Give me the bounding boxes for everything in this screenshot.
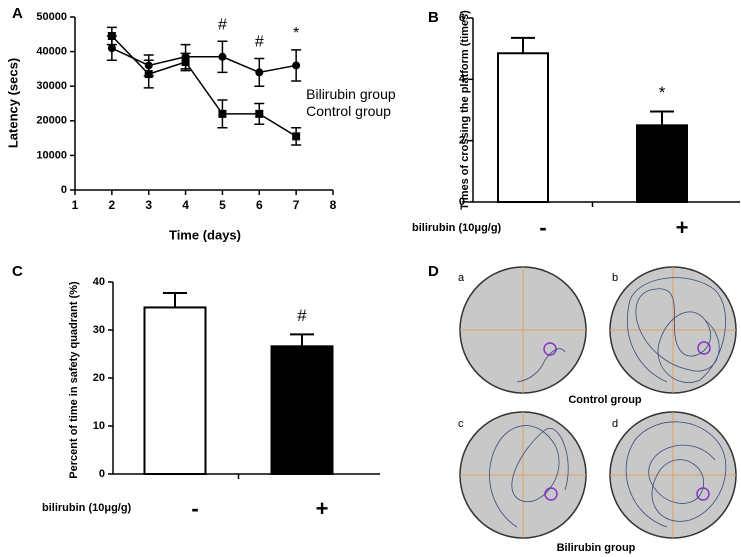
category-label: -: [539, 215, 546, 240]
series-line: [111, 35, 297, 138]
y-tick-label: 30000: [36, 80, 67, 92]
annotation: #: [218, 16, 227, 33]
y-tick-label: 4: [459, 73, 466, 85]
series-line: [111, 47, 297, 74]
bar: [636, 124, 688, 203]
y-tick-label: 0: [99, 468, 105, 480]
error-bar: [511, 36, 535, 54]
maze-images: [459, 266, 737, 539]
legend-label: Control group: [306, 103, 391, 119]
error-bar: [650, 110, 674, 126]
image-label: a: [458, 272, 465, 284]
y-tick-label: 30: [93, 324, 105, 336]
marker: [255, 109, 264, 118]
category-label: +: [676, 215, 689, 240]
marker: [255, 68, 264, 77]
x-tick-label: 1: [72, 198, 79, 212]
y-tick-label: 6: [459, 12, 465, 24]
x-axis-label: Time (days): [169, 227, 241, 242]
category-label: -: [191, 496, 198, 521]
annotation: *: [659, 83, 666, 102]
bar: [497, 52, 549, 204]
marker: [144, 70, 153, 79]
marker: [181, 57, 190, 66]
annotation: #: [297, 306, 307, 325]
x-tick-label: 7: [293, 198, 300, 212]
x-tick-label: 2: [109, 198, 116, 212]
legend-label: Bilirubin group: [306, 86, 396, 102]
panel-letter: D: [428, 263, 439, 280]
y-axis-label: Percent of time in safety quadrant (%): [68, 281, 80, 479]
marker: [218, 52, 227, 61]
y-tick-label: 50000: [36, 11, 67, 23]
image-label: b: [612, 272, 618, 284]
bar: [270, 345, 334, 476]
x-tick-label: 4: [182, 198, 189, 212]
marker: [107, 32, 116, 41]
image-label: d: [612, 418, 618, 430]
bar: [143, 306, 207, 475]
maze-b: [609, 266, 737, 394]
annotation: #: [255, 34, 264, 51]
x-tick-label: 8: [330, 198, 337, 212]
marker: [107, 44, 116, 53]
y-tick-label: 0: [61, 184, 67, 196]
maze-c: [459, 411, 587, 539]
y-tick-label: 20000: [36, 115, 67, 127]
x-tick-label: 6: [256, 198, 263, 212]
panel-letter: B: [428, 9, 439, 26]
caption: Bilirubin group: [557, 542, 636, 554]
error-bar: [163, 292, 187, 308]
x-tick-label: 3: [145, 198, 152, 212]
y-tick-label: 20: [93, 372, 105, 384]
y-tick-label: 10000: [36, 149, 67, 161]
y-axis-label: Latency (secs): [5, 58, 20, 148]
panel-letter: A: [12, 5, 23, 22]
maze-a: [459, 266, 587, 394]
panel-letter: C: [12, 263, 23, 280]
image-label: c: [458, 418, 464, 430]
annotation: *: [293, 25, 299, 42]
maze-d: [609, 411, 737, 539]
x-axis-label: bilirubin (10μg/g): [412, 222, 502, 234]
y-tick-label: 0: [459, 196, 465, 208]
marker: [292, 61, 301, 70]
y-tick-label: 40000: [36, 46, 67, 58]
y-tick-label: 40: [93, 276, 105, 288]
marker: [292, 132, 301, 141]
y-tick-label: 10: [93, 420, 105, 432]
x-axis-label: bilirubin (10μg/g): [42, 502, 132, 514]
category-label: +: [316, 496, 329, 521]
y-axis-label: Times of crossing the platform (times): [459, 10, 471, 210]
error-bar: [290, 333, 314, 347]
x-tick-label: 5: [219, 198, 226, 212]
marker: [218, 109, 227, 118]
caption: Control group: [568, 394, 642, 406]
y-tick-label: 2: [459, 135, 465, 147]
